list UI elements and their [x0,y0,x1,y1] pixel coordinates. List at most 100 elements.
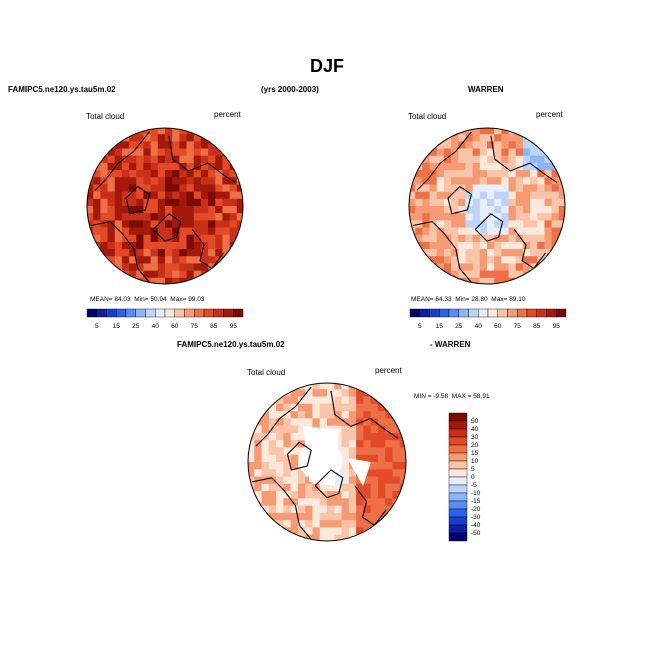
map-cell [530,241,538,250]
map-cell [472,148,481,157]
map-cell [268,512,277,521]
map-cell [283,383,292,390]
map-cell [121,213,130,221]
map-cell [515,184,524,193]
colorbar-tick-label: -30 [471,514,481,521]
map-cell [377,491,386,499]
map-cell [334,483,343,492]
map-cell [114,177,123,186]
panel2-min-label: Min= [455,296,470,303]
map-cell [268,491,277,499]
map-cell [385,542,393,550]
map-cell [283,483,292,492]
map-cell [297,396,306,405]
map-cell [327,491,335,499]
map-cell [487,170,495,178]
map-cell [193,227,202,236]
map-cell [436,155,445,164]
map-cell [551,270,560,279]
map-cell [283,425,292,434]
coastline [447,185,473,215]
map-cell [186,227,195,236]
map-cell [458,134,467,142]
obs-header: WARREN [468,85,504,94]
map-cell [312,505,321,514]
map-cell [172,177,180,186]
map-cell [515,170,524,178]
map-cell [436,198,445,207]
map-cell [530,249,538,257]
coastline [314,469,344,499]
map-cell [341,383,350,390]
map-cell [363,454,372,463]
map-cell [407,506,415,514]
colorbar-swatch [448,436,468,446]
map-cell [107,141,116,150]
map-cell [327,520,335,529]
map-cell [165,191,173,200]
map-cell [399,534,406,541]
map-cell [236,162,243,171]
map-cell [157,155,166,164]
map-cell [215,177,224,186]
map-cell [172,141,180,150]
map-cell [356,505,364,514]
map-cell [515,249,524,257]
colorbar-swatch [164,308,175,318]
map-cell [409,155,416,164]
map-cell [334,396,343,405]
map-cell [370,454,379,463]
map-cell [472,206,481,214]
map-cell [150,184,159,193]
colorbar-tick-label: 5 [471,466,475,473]
map-cell [451,198,459,207]
map-cell [143,241,152,250]
map-cell [215,270,224,279]
map-cell [472,263,481,272]
map-cell [501,134,510,142]
map-cell [208,277,216,284]
map-cell [268,418,277,427]
map-cell [229,227,238,236]
map-cell [261,476,270,485]
map-cell [283,520,292,529]
map-cell [479,220,488,229]
map-cell [515,155,524,164]
map-cell [515,227,524,236]
map-cell [429,234,438,243]
map-cell [479,270,488,279]
map-cell [276,469,284,478]
coastline [412,221,472,283]
map-cell [465,128,474,135]
map-cell [348,527,357,536]
map-cell [229,191,238,200]
map-cell [458,155,467,164]
model-header: FAMIPC5.ne120.ys.tau5m.02 [8,85,116,94]
map-cell [200,170,209,178]
map-cell [107,191,116,200]
map-cell [87,191,94,200]
map-cell [297,403,306,412]
map-cell [261,520,270,529]
map-cell [429,128,438,135]
map-cell [200,220,209,229]
map-cell [487,227,495,236]
map-cell [93,148,101,157]
map-cell [356,498,364,507]
map-cell [129,141,137,150]
map-cell [458,213,467,221]
map-cell [276,520,284,529]
map-cell [136,234,145,243]
map-cell [93,170,101,178]
map-cell [150,270,159,279]
map-cell [443,155,452,164]
map-cell [436,128,445,135]
map-cell [100,170,109,178]
map-cell [222,155,231,164]
map-cell [472,177,481,186]
map-cell [186,241,195,250]
map-cell [114,170,123,178]
map-cell [385,383,394,390]
map-cell [121,191,130,200]
map-cell [409,184,416,193]
